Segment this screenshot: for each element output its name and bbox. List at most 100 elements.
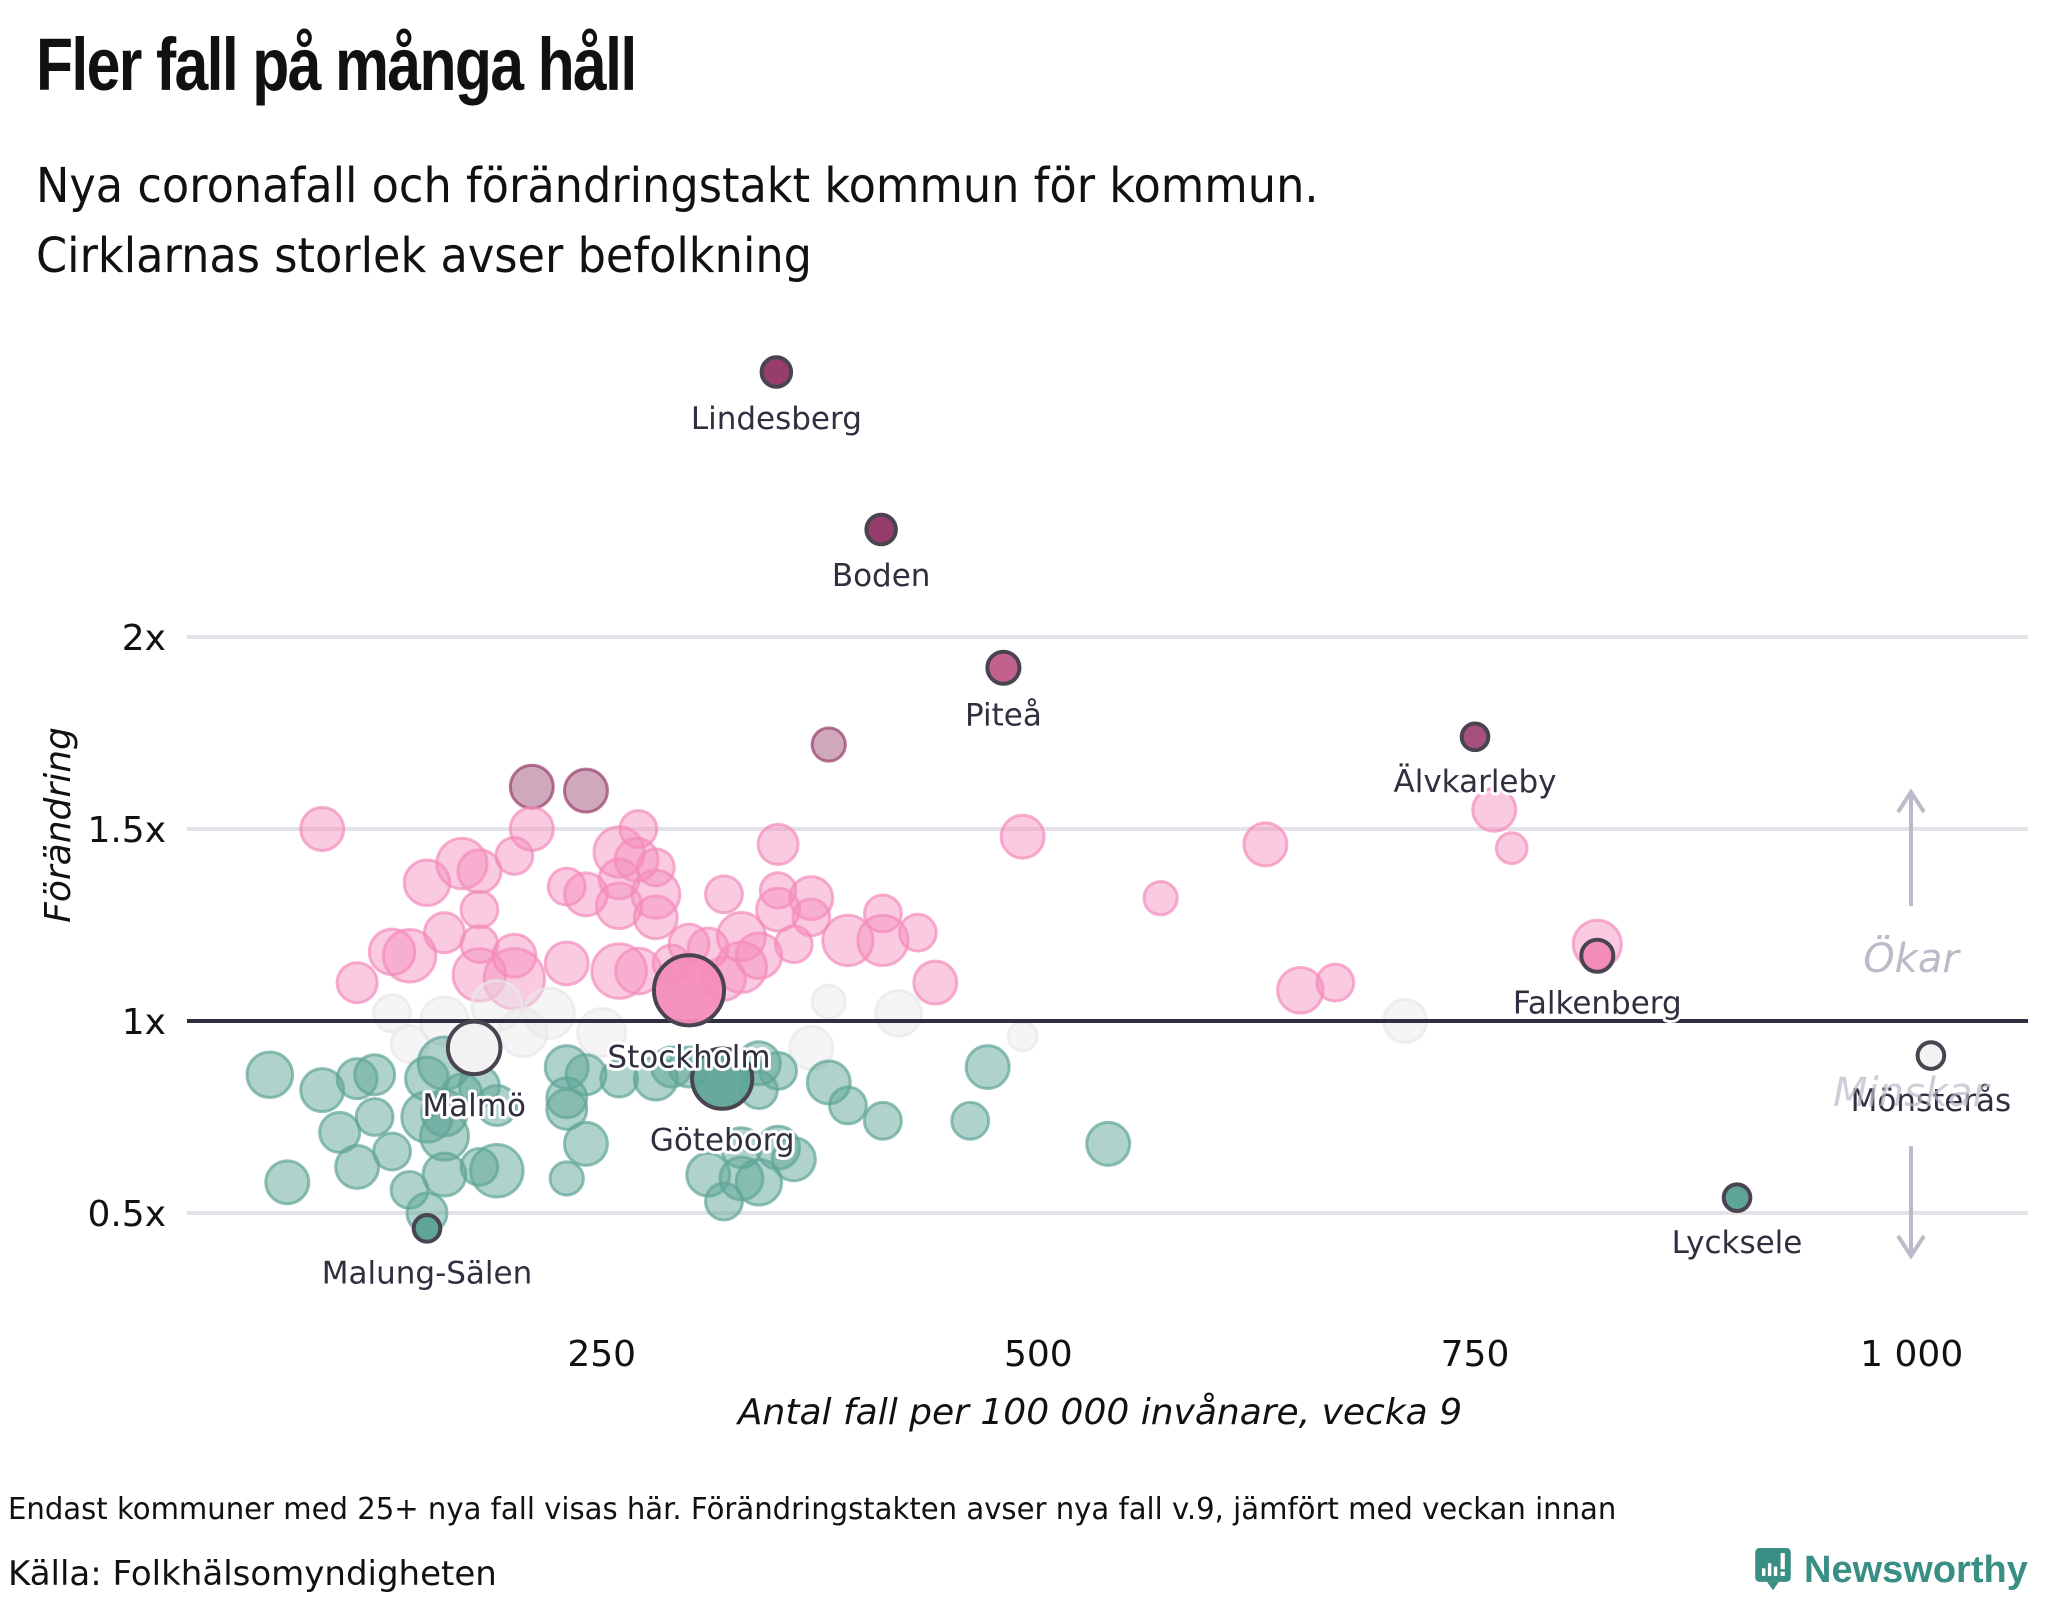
data-point[interactable] [862,1100,903,1141]
data-point[interactable] [522,986,576,1040]
point-label: Malmö [422,1088,526,1124]
data-point[interactable] [497,1007,549,1059]
y-tick-label: 1.5x [87,810,166,851]
point-label: Älvkarleby [1394,764,1557,800]
point-label: Lycksele [1672,1225,1803,1261]
point-labels: Lindesberg Boden Piteå Älvkarleby Falkenberg… [319,398,2014,1295]
data-point[interactable] [451,947,508,1003]
point-label: Boden [832,558,931,594]
x-axis-title: Antal fall per 100 000 invånare, vecka 9 [736,1392,1462,1433]
highlighted-point-malung-s-len[interactable] [411,1213,443,1244]
data-point[interactable] [334,1143,381,1190]
data-point[interactable] [856,913,910,968]
data-point[interactable] [912,959,959,1006]
data-point[interactable] [1242,821,1289,868]
data-point[interactable] [810,983,847,1020]
highlighted-point-lindesberg[interactable] [759,355,794,389]
data-point[interactable] [755,886,802,933]
data-point[interactable] [353,1053,397,1097]
data-point[interactable] [470,978,524,1033]
highlighted-point-lycksele[interactable] [1721,1182,1753,1213]
highlighted-point-falkenberg[interactable] [1579,937,1616,974]
point-label: Lindesberg [691,401,862,437]
data-point[interactable] [459,889,500,930]
chart-subtitle-line-1: Nya coronafall och förändringstakt kommu… [36,158,1319,214]
data-point[interactable] [508,763,555,810]
highlighted-points [411,355,1947,1244]
data-point[interactable] [1315,962,1356,1003]
data-point[interactable] [1494,831,1529,866]
data-point[interactable] [469,1143,525,1199]
gridlines [187,635,2028,1215]
data-point[interactable] [964,1044,1011,1091]
y-axis-title: Förändring [38,727,79,923]
source-credit: Källa: Folkhälsomyndigheten [8,1554,497,1594]
highlighted-point--lvkarleby[interactable] [1459,721,1491,753]
data-point[interactable] [1142,879,1179,917]
x-tick-label: 1 000 [1860,1334,1963,1375]
newsworthy-logo[interactable]: Newsworthy [1752,1548,2028,1592]
decrease-label: Minskar [1833,1070,1991,1116]
data-point[interactable] [756,822,800,866]
highlighted-point-pite-[interactable] [985,649,1022,686]
axes: 0.5x 1x 1.5x 2x 250 500 750 1 000 Antal fall per… [38,618,1963,1433]
point-label: Mönsterås [1851,1083,2012,1119]
highlighted-point-stockholm[interactable] [651,953,727,1028]
data-point[interactable] [1085,1120,1132,1167]
direction-indicator: Ökar Minskar [1833,788,1992,1260]
data-point[interactable] [594,881,644,931]
data-point[interactable] [372,993,413,1034]
data-point[interactable] [563,1120,609,1167]
data-point[interactable] [630,868,682,920]
point-label: Piteå [965,698,1042,734]
data-point[interactable] [810,726,847,763]
data-point[interactable] [734,931,784,980]
data-point[interactable] [1276,966,1325,1015]
increase-label: Ökar [1863,934,1961,982]
x-tick-label: 250 [567,1334,636,1375]
data-point[interactable] [1006,1020,1039,1053]
footnote: Endast kommuner med 25+ nya fall visas h… [8,1492,1617,1527]
data-point[interactable] [543,940,590,987]
data-point[interactable] [632,894,679,941]
data-point[interactable] [590,942,648,1000]
chart-title: Fler fall på många håll [36,23,637,106]
highlighted-point-m-nster-s[interactable] [1915,1040,1947,1071]
data-point[interactable] [245,1050,295,1100]
data-point[interactable] [704,874,744,915]
data-point[interactable] [475,1083,519,1128]
data-point[interactable] [704,1181,744,1222]
data-point[interactable] [494,835,535,876]
decrease-arrow-head-icon [1896,1234,1926,1260]
highlighted-point-malm-[interactable] [445,1019,503,1077]
data-point[interactable] [999,813,1046,860]
data-point[interactable] [635,847,676,888]
data-point[interactable] [862,893,903,934]
highlighted-point-g-teborg[interactable] [690,1046,755,1111]
point-label: Falkenberg [1513,986,1682,1022]
data-point[interactable] [335,961,379,1005]
x-tick-label: 750 [1441,1334,1510,1375]
data-point[interactable] [545,1087,589,1131]
data-point[interactable] [770,1136,817,1183]
chart-subtitle-line-2: Cirklarnas storlek avser befolkning [36,228,812,284]
data-point[interactable] [874,989,923,1038]
point-label: Malung-Sälen [322,1256,533,1292]
data-point[interactable] [264,1159,311,1206]
data-point[interactable] [354,1097,395,1137]
data-point[interactable] [758,871,798,910]
data-point[interactable] [1471,786,1518,833]
data-point[interactable] [402,858,452,908]
data-point[interactable] [299,806,346,852]
data-point[interactable] [773,924,814,965]
data-point[interactable] [563,767,609,814]
data-points [245,726,1623,1235]
data-point[interactable] [734,1158,784,1207]
y-tick-label: 0.5x [87,1194,166,1235]
newsworthy-logo-icon [1755,1548,1791,1591]
data-point[interactable] [381,927,438,984]
data-point[interactable] [548,1160,585,1197]
data-point[interactable] [828,1085,868,1126]
highlighted-point-boden[interactable] [864,512,898,547]
data-point[interactable] [950,1100,991,1141]
